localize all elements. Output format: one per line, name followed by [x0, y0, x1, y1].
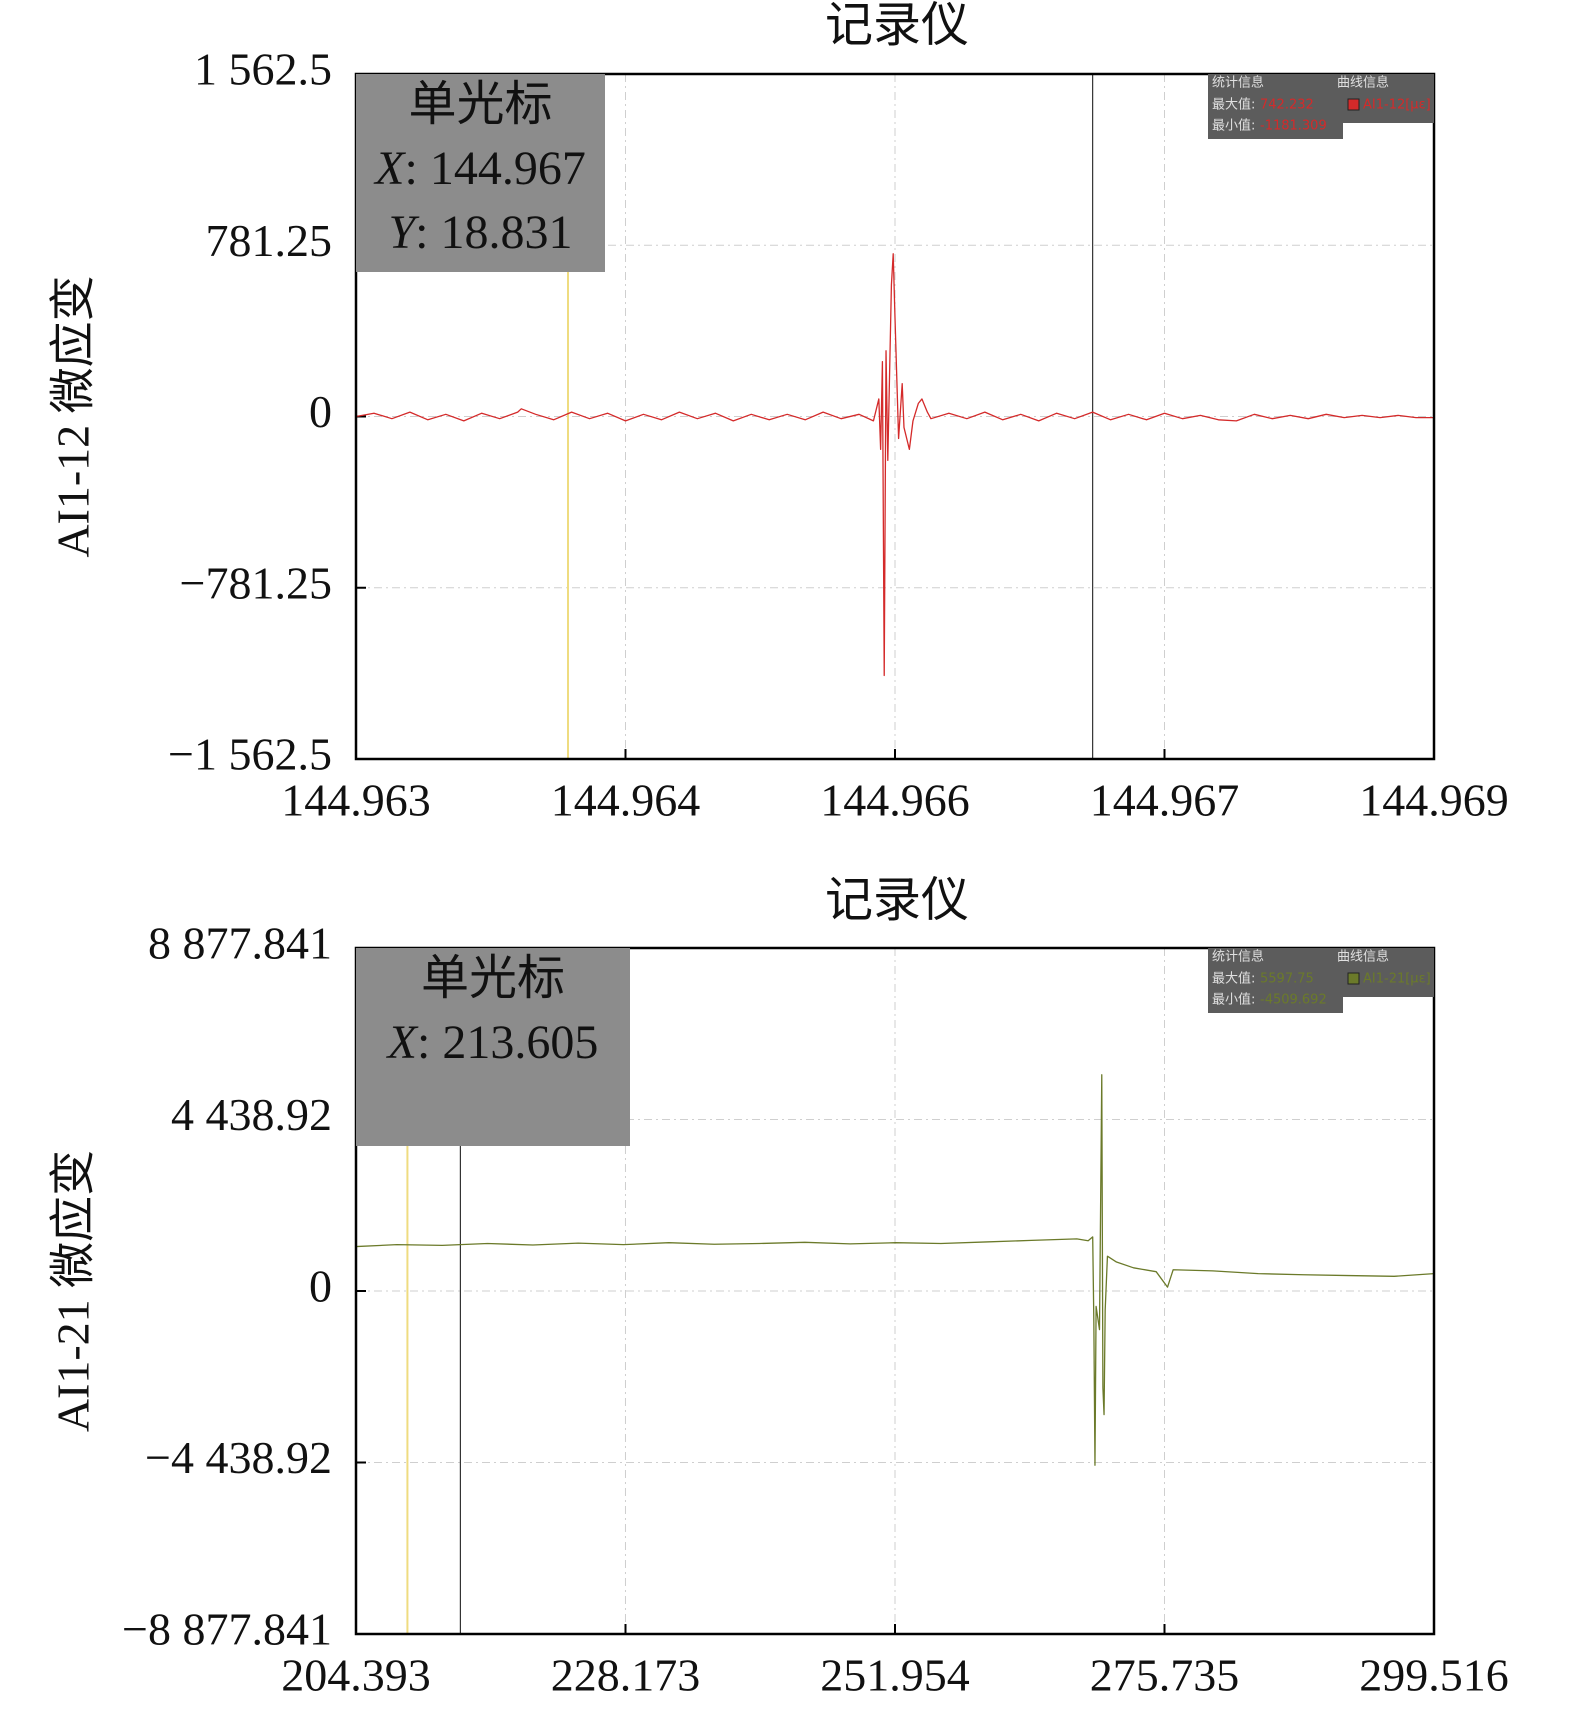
- cursor-readout: X: 144.967: [373, 142, 586, 195]
- legend-swatch: [1347, 98, 1360, 111]
- legend-swatch: [1347, 972, 1360, 985]
- y-tick-label: 4 438.92: [171, 1089, 332, 1140]
- cursor-separator: :: [417, 1016, 442, 1069]
- stats-box: [1208, 74, 1343, 139]
- data-line: [355, 1074, 1435, 1466]
- y-tick-label: 781.25: [206, 215, 333, 266]
- x-tick-label: 228.173: [551, 1650, 701, 1701]
- y-tick-label: 8 877.841: [148, 918, 332, 969]
- y-tick-label: 0: [309, 1261, 332, 1312]
- x-tick-label: 144.967: [1090, 775, 1240, 826]
- cursor-axis-name: Y: [388, 206, 419, 259]
- y-tick-label: −4 438.92: [145, 1432, 332, 1483]
- stats-max: 5597.75: [1260, 972, 1314, 987]
- cursor-title: 单光标: [408, 78, 552, 131]
- stats-box: [1208, 948, 1343, 1013]
- y-axis-label: AI1-12 微应变: [48, 275, 99, 557]
- cursor-box: [356, 948, 630, 1146]
- stats-header: 统计信息: [1212, 949, 1264, 965]
- x-tick-label: 144.969: [1359, 775, 1509, 826]
- cursor-separator: :: [415, 206, 440, 259]
- y-tick-label: 1 562.5: [194, 44, 332, 95]
- data-line: [355, 253, 1434, 677]
- plot-frame: [354, 946, 1436, 1636]
- cursor-axis-name: X: [386, 1016, 419, 1069]
- cursor-axis-name: X: [373, 142, 406, 195]
- cursor-readout: Y: 18.831: [388, 206, 572, 259]
- legend-label: AI1-12[με]: [1363, 98, 1431, 113]
- stats-max: 742.232: [1260, 98, 1314, 113]
- y-axis-label: AI1-21 微应变: [48, 1150, 99, 1432]
- y-tick-label: 0: [309, 386, 332, 437]
- cursor-box: [356, 74, 605, 272]
- cursor-value: 18.831: [441, 206, 573, 259]
- cursor-value: 144.967: [430, 142, 586, 195]
- y-tick-label: −8 877.841: [122, 1604, 332, 1655]
- cursor-separator: :: [404, 142, 429, 195]
- x-tick-label: 144.964: [551, 775, 701, 826]
- legend-header: 曲线信息: [1337, 949, 1389, 965]
- x-tick-label: 204.393: [281, 1650, 431, 1701]
- stats-min: -4509.692: [1260, 993, 1327, 1008]
- cursor-readout: X: 213.605: [386, 1016, 599, 1069]
- legend-label: AI1-21[με]: [1363, 972, 1431, 987]
- stats-header: 统计信息: [1212, 75, 1264, 91]
- x-tick-label: 299.516: [1359, 1650, 1509, 1701]
- x-tick-label: 144.966: [820, 775, 970, 826]
- cursor-value: 213.605: [442, 1016, 598, 1069]
- cursor-title: 单光标: [421, 952, 565, 1005]
- y-tick-label: −781.25: [180, 557, 332, 608]
- stats-min-label: 最小值:: [1212, 992, 1255, 1008]
- legend-header: 曲线信息: [1337, 75, 1389, 91]
- chart-title: 记录仪: [825, 0, 969, 52]
- stats-max-label: 最大值:: [1212, 97, 1255, 113]
- x-tick-label: 275.735: [1090, 1650, 1240, 1701]
- y-tick-label: −1 562.5: [168, 729, 332, 780]
- x-tick-label: 251.954: [820, 1650, 970, 1701]
- stats-min: -1181.309: [1260, 119, 1327, 134]
- chart-title: 记录仪: [825, 874, 969, 927]
- stats-max-label: 最大值:: [1212, 971, 1255, 987]
- x-tick-label: 144.963: [281, 775, 431, 826]
- stats-min-label: 最小值:: [1212, 118, 1255, 134]
- plot-frame: [354, 72, 1436, 761]
